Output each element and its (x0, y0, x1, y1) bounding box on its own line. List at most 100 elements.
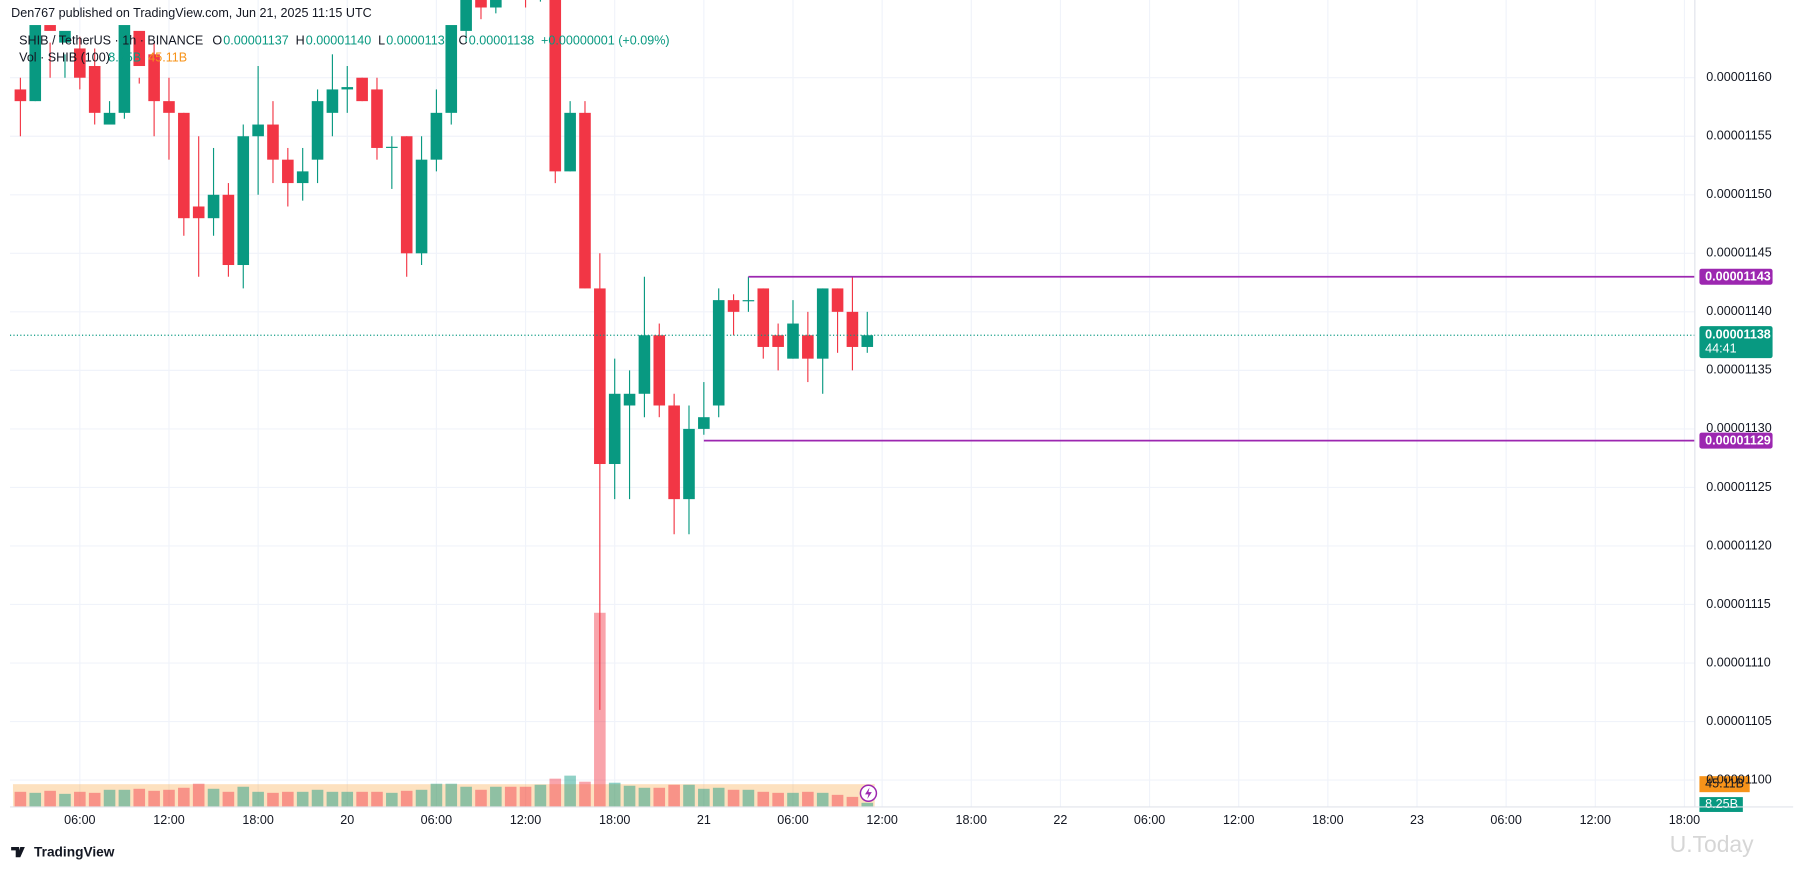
volume-bar (371, 791, 383, 807)
volume-bar (638, 787, 651, 807)
volume-bar (400, 790, 413, 807)
volume-tag (1699, 797, 1743, 812)
volume-bar (594, 612, 606, 807)
volume-tag-label: 8.25B (1705, 797, 1738, 811)
candle-body (430, 112, 443, 160)
ohlc-value: 0.00001136 (386, 33, 451, 47)
y-tick-label: 0.00001105 (1706, 714, 1771, 728)
volume-bar (356, 791, 368, 807)
volume-bar (103, 789, 116, 807)
candle-body (59, 30, 71, 43)
volume-bar (623, 785, 636, 807)
last-price-tag (1699, 326, 1773, 359)
volume-bar (445, 783, 458, 807)
volume-bar (861, 802, 874, 807)
candle-body (371, 89, 383, 148)
candle-body (638, 335, 651, 394)
volume-bar (816, 792, 829, 807)
volume-pane (12, 612, 875, 807)
candle-body (787, 323, 799, 359)
candle-body (683, 428, 695, 500)
candle-body (490, 0, 502, 8)
candle-body (178, 112, 190, 219)
volume-bar (178, 787, 190, 807)
x-tick-label: 06:00 (64, 813, 95, 827)
candle-body (386, 146, 398, 148)
volume-value: 8.25B (108, 51, 141, 65)
volume-bar (133, 788, 146, 807)
x-tick-label: 06:00 (1490, 813, 1521, 827)
candle-body (712, 300, 725, 406)
candle-body (445, 25, 458, 113)
candle-body (222, 194, 235, 266)
y-tick-label: 0.00001150 (1706, 187, 1771, 201)
candle-body (74, 48, 86, 78)
level-label: 0.00001143 (1705, 270, 1771, 284)
candle-body (802, 335, 814, 359)
candle-body (608, 393, 621, 465)
volume-bar (787, 792, 799, 807)
candle-body (148, 54, 160, 102)
candle-body (727, 300, 740, 312)
level-tag (1699, 432, 1773, 449)
x-tick-label: 12:00 (1580, 813, 1611, 827)
volume-bar (386, 792, 398, 807)
y-tick-label: 0.00001140 (1706, 304, 1771, 318)
x-tick-label: 12:00 (1223, 813, 1254, 827)
x-tick-label: 18:00 (242, 813, 273, 827)
candle-body (772, 335, 784, 347)
ohlc-value: 0.00001138 (469, 33, 534, 47)
volume-bar (579, 781, 591, 807)
candle-pane (14, 0, 874, 710)
volume-bar (475, 789, 487, 807)
ohlc-value: 0.00001137 (223, 33, 288, 47)
candle-body (133, 30, 146, 67)
volume-ma-tag-label: 45.11B (1705, 777, 1744, 791)
candle-body (594, 288, 606, 465)
candle-body (163, 101, 175, 113)
candle-body (296, 171, 309, 184)
x-tick-label: 12:00 (510, 813, 541, 827)
volume-bar (341, 791, 354, 807)
candle-body (88, 66, 101, 113)
replay-bolt (864, 787, 872, 799)
last-price-label: 0.00001138 (1705, 328, 1771, 342)
candle-body (207, 194, 220, 219)
volume-bar (237, 786, 250, 807)
volume-bar (712, 787, 725, 807)
volume-bar (74, 791, 86, 807)
volume-bar (772, 792, 784, 807)
volume-bar (14, 791, 27, 807)
y-tick-label: 0.00001155 (1706, 129, 1771, 143)
y-tick-label: 0.00001120 (1706, 538, 1771, 552)
volume-bar (490, 786, 502, 807)
candle-body (564, 112, 576, 172)
grid (9, 0, 1695, 807)
candle-body (118, 25, 131, 113)
volume-bar (683, 784, 695, 807)
candle-body (653, 335, 666, 406)
candle-body (698, 417, 710, 429)
volume-bar (534, 784, 547, 807)
volume-bar (163, 789, 175, 807)
volume-bar (742, 789, 755, 807)
y-tick-label: 0.00001100 (1706, 772, 1771, 786)
publisher: Den767 published on TradingView.com, Jun… (11, 6, 372, 20)
ohlc-label: O (212, 33, 222, 47)
volume-bar (430, 783, 443, 807)
y-tick-label: 0.00001110 (1706, 655, 1771, 669)
volume-bar (296, 791, 309, 807)
ohlc-value: 0.00001140 (306, 33, 371, 47)
x-tick-label: 18:00 (599, 813, 630, 827)
candle-body (14, 89, 27, 102)
volume-bar (460, 786, 472, 807)
candle-body (475, 0, 487, 8)
candle-body (460, 0, 472, 31)
candle-body (757, 288, 770, 347)
y-tick-label: 0.00001160 (1706, 70, 1771, 84)
volume-bar (267, 792, 279, 807)
level-label: 0.00001129 (1705, 434, 1771, 448)
